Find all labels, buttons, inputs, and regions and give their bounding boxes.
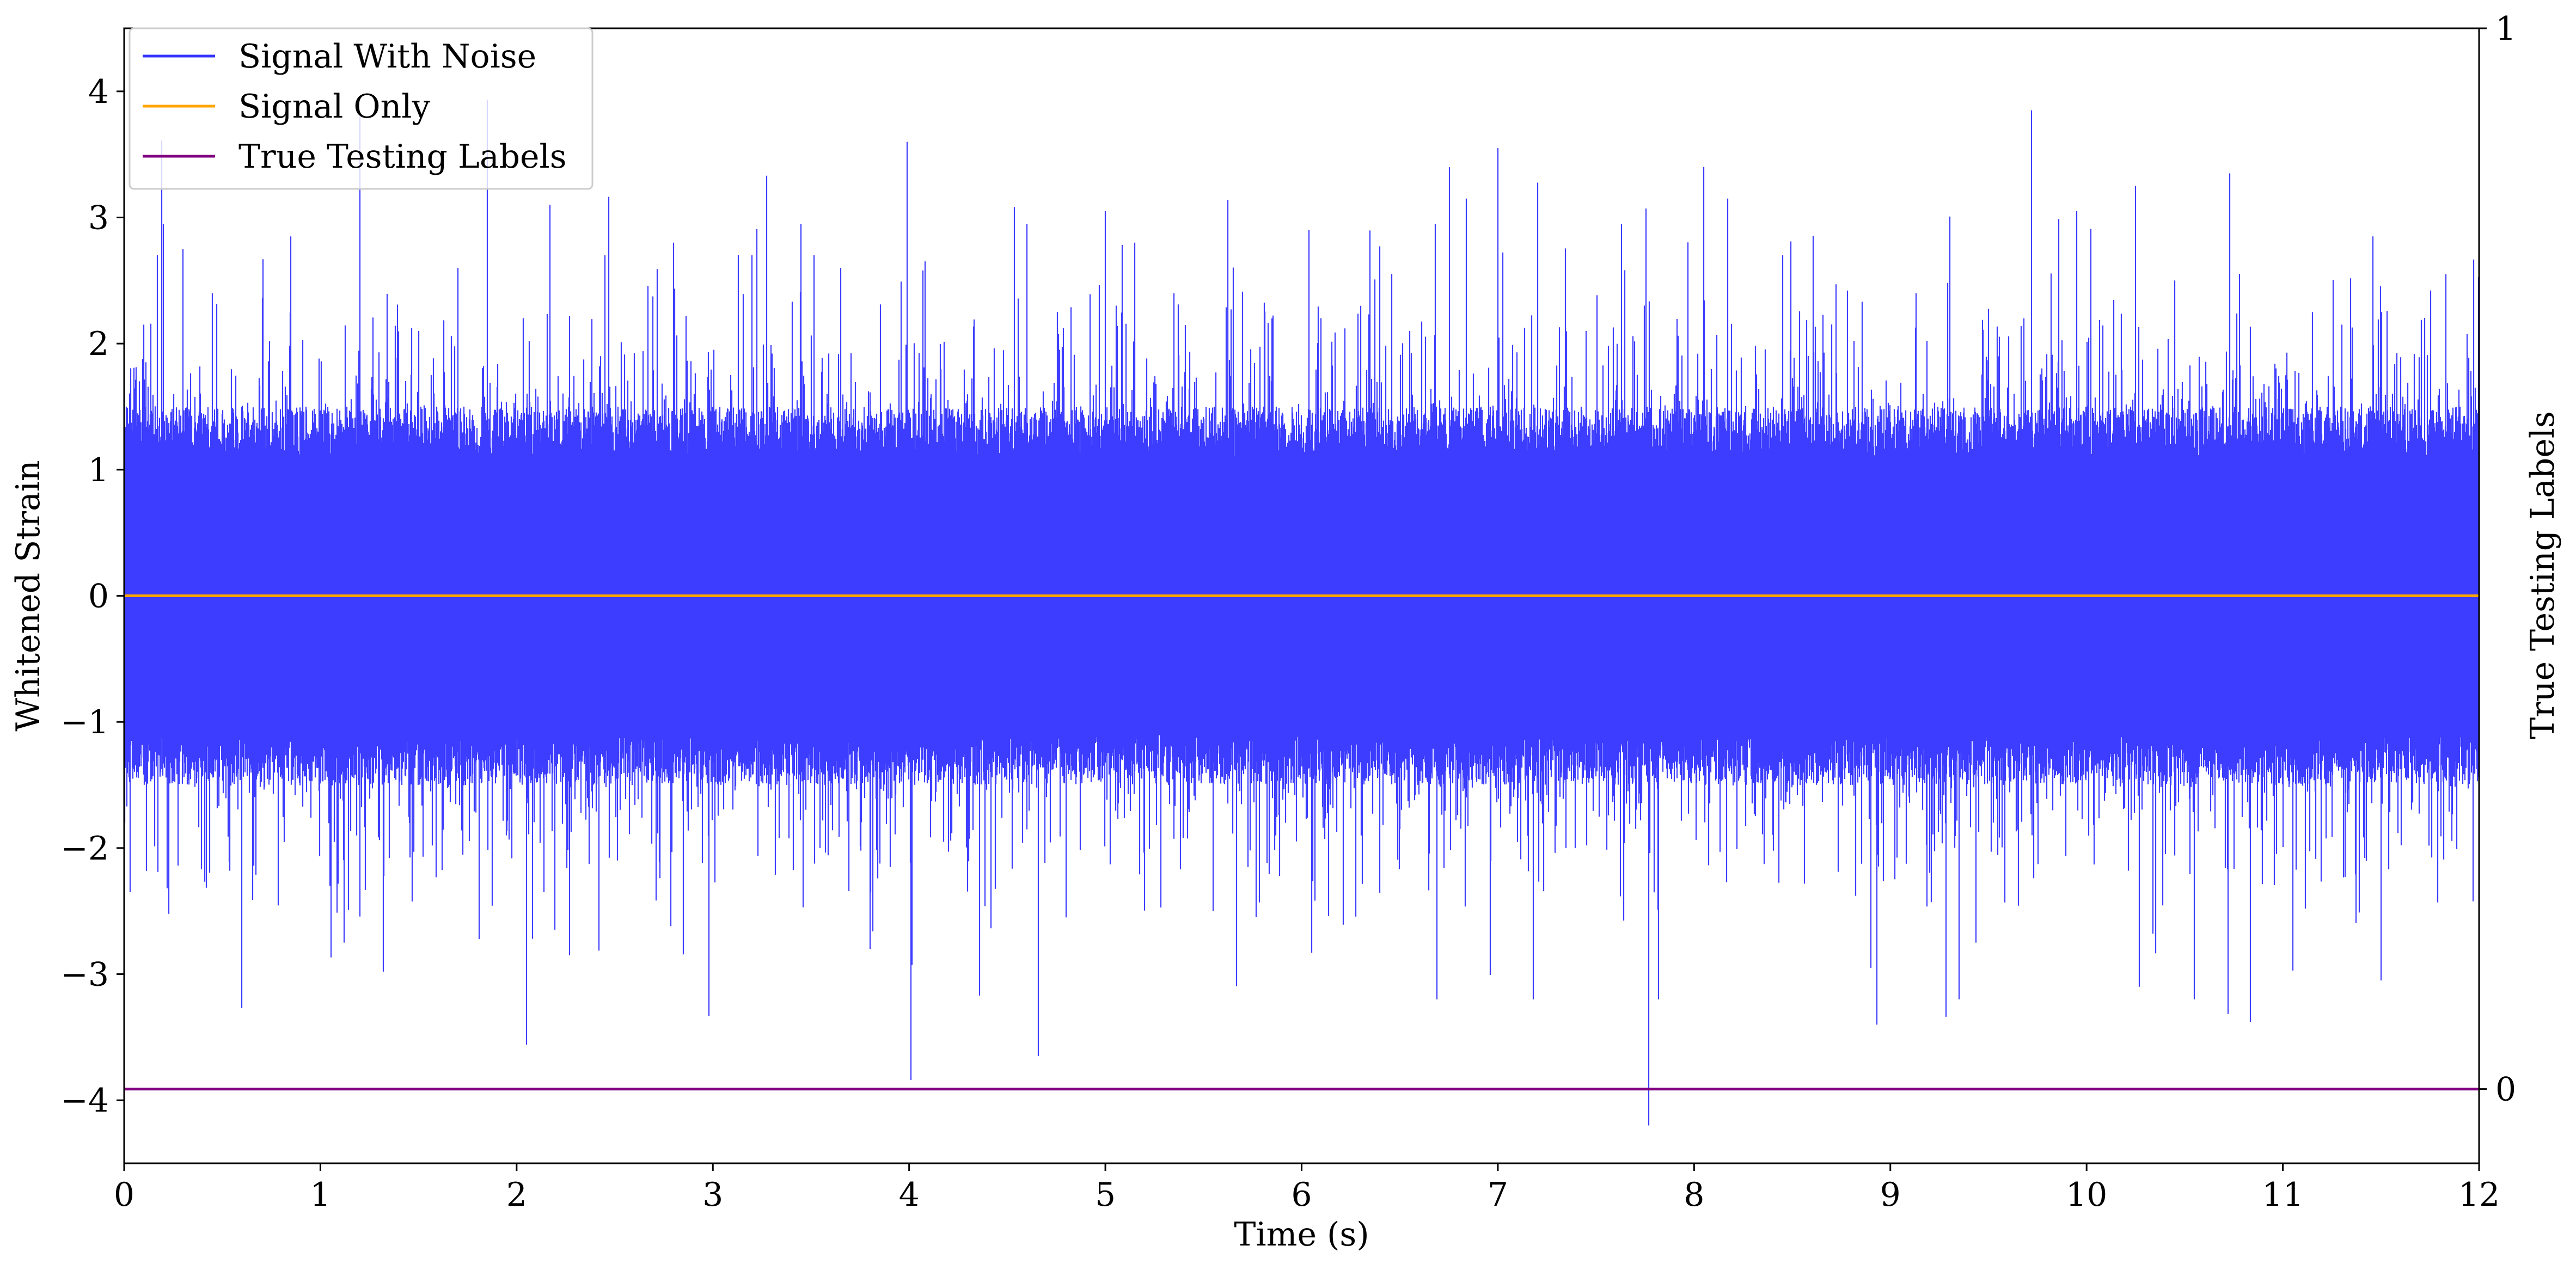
y-tick-label: −2: [61, 830, 109, 868]
y2-axis-title: True Testing Labels: [2524, 411, 2562, 739]
x-tick-label: 6: [1291, 1176, 1312, 1214]
x-axis-title: Time (s): [1234, 1216, 1369, 1254]
y-tick-label: −3: [61, 956, 109, 994]
x-tick-label: 10: [2066, 1176, 2107, 1214]
x-tick-label: 11: [2262, 1176, 2303, 1214]
legend-label-signal-only: Signal Only: [238, 88, 430, 126]
x-tick-label: 7: [1488, 1176, 1508, 1214]
y-tick-label: 0: [88, 578, 109, 616]
legend-label-signal-with-noise: Signal With Noise: [238, 38, 536, 76]
x-tick-label: 12: [2458, 1176, 2500, 1214]
y-tick-label: 4: [88, 73, 109, 111]
x-tick-label: 2: [506, 1176, 527, 1214]
legend-box: [129, 27, 593, 190]
y-axis-title: Whitened Strain: [9, 460, 47, 731]
y-tick-label: 3: [88, 199, 109, 237]
flat-series-layer: [124, 594, 2479, 1091]
y2-axis-ticks: 01: [2479, 10, 2516, 1109]
signal-with-noise-trace: [123, 100, 2480, 1126]
x-tick-label: 1: [310, 1176, 331, 1214]
y-tick-label: 1: [88, 451, 109, 489]
legend: Signal With Noise Signal Only True Testi…: [129, 27, 593, 190]
x-tick-label: 0: [114, 1176, 134, 1214]
y-axis-ticks: −4 −3 −2 −1 0 1 2 3 4: [61, 73, 124, 1120]
y2-tick-label: 0: [2495, 1071, 2516, 1109]
x-tick-label: 9: [1880, 1176, 1901, 1214]
x-tick-label: 5: [1095, 1176, 1116, 1214]
y-tick-label: −1: [61, 703, 109, 741]
x-axis-ticks: 0 1 2 3 4 5 6 7 8 9 10 11 12: [114, 1163, 2500, 1214]
x-tick-label: 3: [702, 1176, 723, 1214]
x-tick-label: 4: [899, 1176, 920, 1214]
y-tick-label: −4: [61, 1082, 109, 1120]
y2-tick-label: 1: [2495, 10, 2516, 48]
y-tick-label: 2: [88, 325, 109, 363]
x-tick-label: 8: [1684, 1176, 1704, 1214]
legend-label-true-testing-labels: True Testing Labels: [238, 138, 567, 176]
signal-with-noise-line: [123, 100, 2480, 1126]
